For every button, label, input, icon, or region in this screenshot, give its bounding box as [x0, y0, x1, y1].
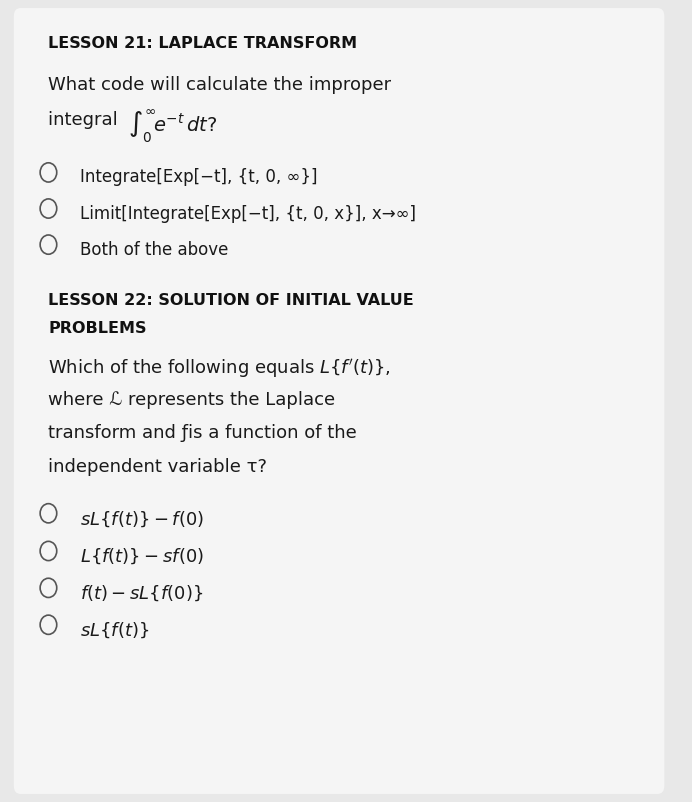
Text: $f(t)-s\mathit{L}\{f(0)\}$: $f(t)-s\mathit{L}\{f(0)\}$ [80, 584, 203, 603]
Text: transform and ƒis a function of the: transform and ƒis a function of the [48, 424, 357, 442]
Text: Integrate[Exp[−t], {t, 0, ∞}]: Integrate[Exp[−t], {t, 0, ∞}] [80, 168, 317, 186]
Text: independent variable τ?: independent variable τ? [48, 458, 267, 476]
Text: Limit[Integrate[Exp[−t], {t, 0, x}], x→∞]: Limit[Integrate[Exp[−t], {t, 0, x}], x→∞… [80, 205, 416, 222]
Text: $s\mathit{L}\{f(t)\}-f(0)$: $s\mathit{L}\{f(t)\}-f(0)$ [80, 509, 203, 529]
Text: Both of the above: Both of the above [80, 241, 228, 258]
Text: Which of the following equals $\mathit{L}\{f'(t)\}$,: Which of the following equals $\mathit{L… [48, 357, 392, 380]
Text: PROBLEMS: PROBLEMS [48, 321, 147, 336]
FancyBboxPatch shape [14, 8, 664, 794]
Text: $\int_0^{\infty}\! e^{-t}\,dt$?: $\int_0^{\infty}\! e^{-t}\,dt$? [128, 107, 217, 144]
Text: integral: integral [48, 111, 124, 128]
Text: LESSON 21: LAPLACE TRANSFORM: LESSON 21: LAPLACE TRANSFORM [48, 36, 358, 51]
Text: What code will calculate the improper: What code will calculate the improper [48, 76, 392, 94]
Text: $s\mathit{L}\{f(t)\}$: $s\mathit{L}\{f(t)\}$ [80, 621, 149, 640]
Text: $\mathit{L}\{f(t)\}-sf(0)$: $\mathit{L}\{f(t)\}-sf(0)$ [80, 547, 203, 566]
Text: LESSON 22: SOLUTION OF INITIAL VALUE: LESSON 22: SOLUTION OF INITIAL VALUE [48, 293, 415, 308]
Text: where ℒ represents the Laplace: where ℒ represents the Laplace [48, 391, 336, 408]
